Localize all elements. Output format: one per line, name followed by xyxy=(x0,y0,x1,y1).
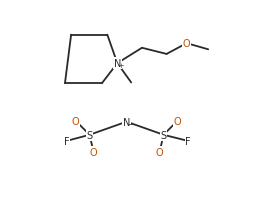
Text: O: O xyxy=(156,147,163,157)
Text: F: F xyxy=(185,136,191,146)
Text: S: S xyxy=(87,130,93,140)
Text: N: N xyxy=(114,59,121,69)
Text: O: O xyxy=(90,147,97,157)
Text: S: S xyxy=(161,130,167,140)
Text: N: N xyxy=(123,117,130,127)
Text: O: O xyxy=(183,39,191,49)
Text: F: F xyxy=(64,136,69,146)
Text: −: − xyxy=(128,121,133,127)
Text: O: O xyxy=(72,116,80,126)
Text: +: + xyxy=(118,63,124,69)
Text: O: O xyxy=(174,116,181,126)
